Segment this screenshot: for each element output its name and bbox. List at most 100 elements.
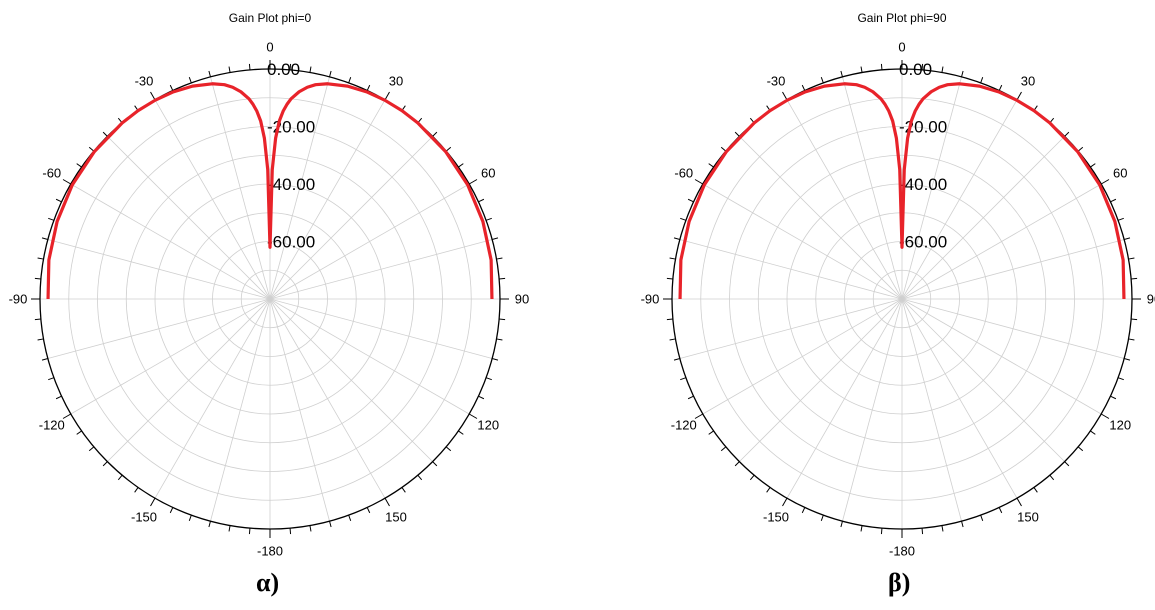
tick-mark (62, 413, 72, 419)
tick-mark (468, 413, 478, 419)
tick-mark (188, 77, 192, 84)
angle-tick-label: -60 (674, 166, 693, 181)
tick-mark (694, 413, 704, 419)
tick-mark (680, 217, 687, 221)
tick-mark (840, 521, 843, 528)
tick-mark (941, 525, 944, 532)
polar-chart-phi90: Gain Plot phi=90 0 30 60 90 120 150 -180 -150 -1… (632, 0, 1155, 610)
grid-spoke (47, 298, 271, 359)
grid-spoke (269, 76, 330, 300)
angle-tick-label: 60 (1113, 166, 1127, 181)
tick-mark (41, 237, 48, 240)
grid-spoke (269, 239, 493, 300)
tick-mark (37, 257, 44, 260)
tick-mark (55, 198, 62, 203)
tick-mark (1110, 198, 1117, 203)
angle-tick-label: 120 (1109, 418, 1131, 433)
tick-mark (1064, 131, 1070, 137)
tick-mark (782, 497, 788, 507)
tick-mark (734, 461, 740, 467)
tick-mark (228, 525, 231, 532)
angle-tick-label: -30 (135, 73, 154, 88)
tick-mark (309, 66, 312, 73)
tick-mark (34, 277, 41, 280)
angle-tick-label: -30 (767, 73, 786, 88)
tick-mark (169, 84, 174, 91)
tick-mark (55, 395, 62, 400)
angle-tick-label: 30 (389, 73, 403, 88)
tick-mark (37, 338, 44, 341)
tick-mark (801, 84, 806, 91)
grid-spoke (786, 99, 903, 300)
tick-mark (102, 131, 108, 137)
tick-mark (48, 377, 55, 381)
tick-mark (445, 446, 452, 452)
radial-tick-label: -60.00 (267, 233, 315, 252)
grid-spoke (679, 239, 903, 300)
radial-tick-label: 0.00 (899, 60, 932, 79)
angle-tick-label: 0 (266, 40, 273, 55)
gain-series-line (46, 82, 494, 300)
tick-mark (1117, 217, 1124, 221)
tick-mark (478, 198, 485, 203)
tick-mark (289, 63, 292, 70)
tick-mark (348, 514, 352, 521)
tick-mark (150, 497, 156, 507)
tick-mark (801, 507, 806, 514)
radial-tick-label: 0.00 (267, 60, 300, 79)
tick-mark (1128, 338, 1135, 341)
tick-mark (1117, 377, 1124, 381)
tick-mark (1090, 163, 1096, 168)
grid-spoke (842, 298, 903, 522)
angle-tick-label: 150 (1017, 510, 1039, 525)
tick-mark (1016, 91, 1022, 101)
grid-spoke (107, 136, 271, 300)
tick-mark (680, 377, 687, 381)
tick-mark (782, 91, 788, 101)
angle-tick-label: 30 (1021, 73, 1035, 88)
tick-mark (1100, 413, 1110, 419)
grid-spoke (154, 298, 271, 499)
grid-spoke (901, 136, 1065, 300)
tick-mark (766, 487, 771, 493)
tick-mark (998, 84, 1003, 91)
tick-mark (41, 358, 48, 361)
tick-mark (228, 66, 231, 73)
tick-mark (1131, 318, 1138, 321)
tick-mark (980, 514, 984, 521)
angle-tick-label: 0 (898, 40, 905, 55)
grid-spoke (739, 136, 903, 300)
grid-spoke (901, 298, 1125, 359)
tick-mark (48, 217, 55, 221)
polar-grid (672, 69, 1132, 529)
tick-mark (117, 474, 123, 481)
tick-mark (720, 446, 727, 452)
radial-tick-label: -20.00 (267, 118, 315, 137)
tick-mark (980, 77, 984, 84)
tick-mark (687, 198, 694, 203)
angle-tick-label: -180 (257, 544, 283, 559)
polar-plot-area: 0 30 60 90 120 150 -180 -150 -120 -90 -60 -30 0.00 -2… (641, 40, 1155, 559)
tick-mark (169, 507, 174, 514)
tick-mark (1124, 237, 1131, 240)
angle-tick-label: 120 (477, 418, 499, 433)
polar-plot-area: 0 30 60 90 120 150 -180 -150 -120 -90 -60 -30 0.00 -2… (9, 40, 530, 559)
grid-spoke (210, 298, 271, 522)
tick-mark (248, 63, 251, 70)
grid-spoke (901, 99, 1018, 300)
grid-spoke (47, 239, 271, 300)
tick-mark (708, 430, 714, 435)
tick-mark (329, 70, 332, 77)
angle-tick-label: -120 (39, 418, 65, 433)
radial-tick-label: -60.00 (899, 233, 947, 252)
grid-spoke (70, 298, 271, 415)
angle-tick-label: 90 (515, 292, 529, 307)
tick-mark (921, 63, 924, 70)
grid-spoke (901, 298, 962, 522)
tick-mark (417, 474, 423, 481)
tick-mark (673, 358, 680, 361)
tick-mark (492, 358, 499, 361)
angle-tick-label: -90 (641, 292, 660, 307)
tick-mark (666, 277, 673, 280)
tick-mark (384, 91, 390, 101)
